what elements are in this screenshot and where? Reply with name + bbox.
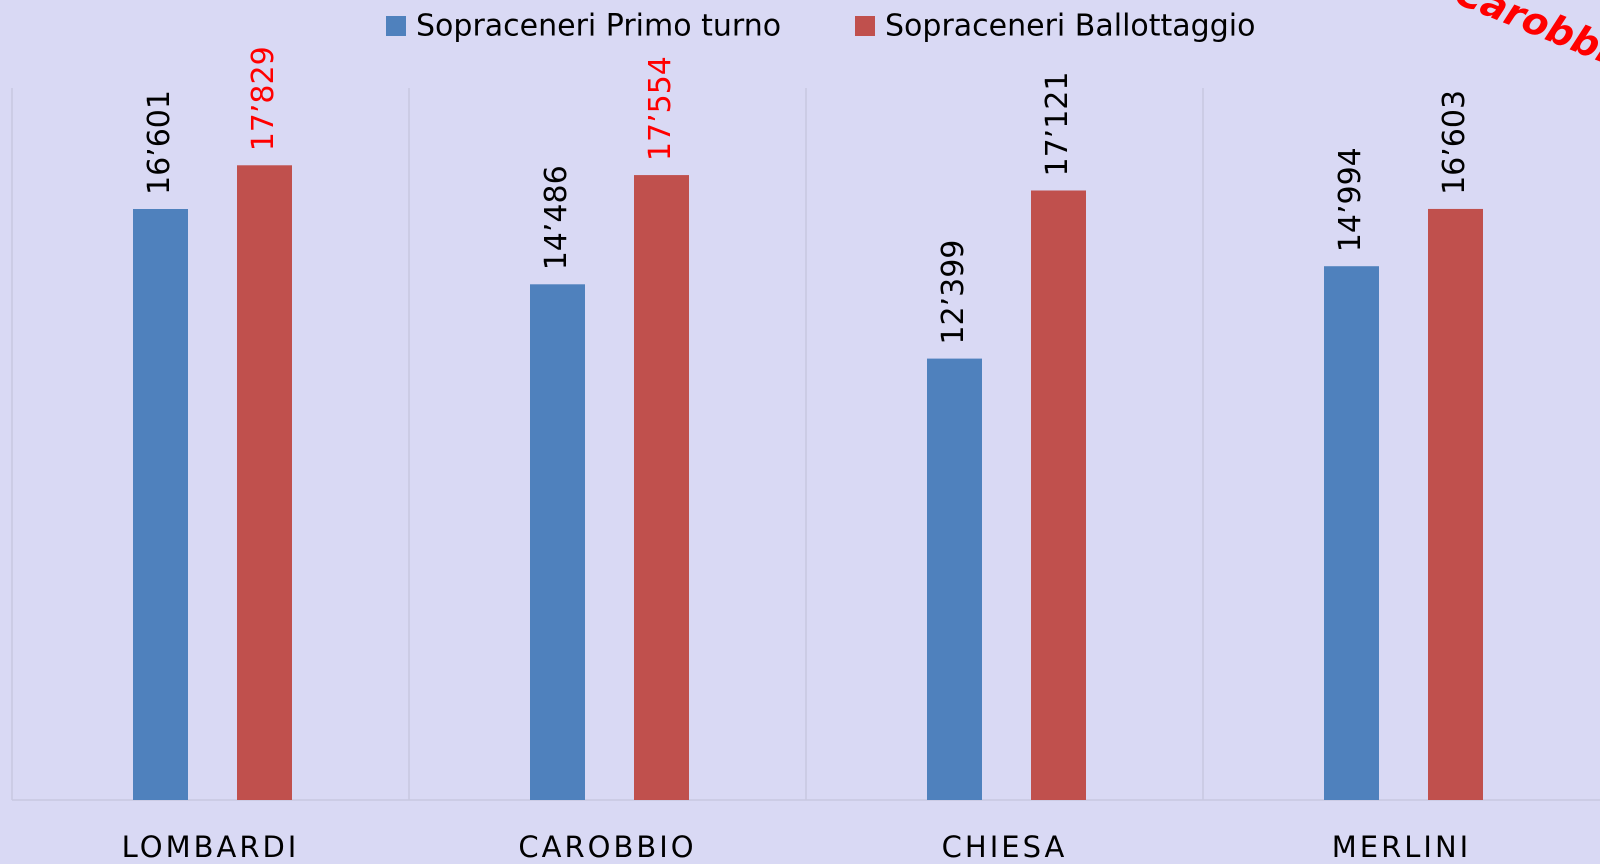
legend-label: Sopraceneri Ballottaggio [885,9,1255,44]
value-label: 14’994 [1333,147,1368,252]
value-label: 16’601 [142,90,177,195]
bar [634,175,689,800]
x-tick-label: CHIESA [942,830,1068,864]
legend-label: Sopraceneri Primo turno [416,9,781,44]
value-label: 16’603 [1437,90,1472,195]
value-label: 17’829 [246,46,281,151]
value-label: 14’486 [539,165,574,270]
bar [237,165,292,800]
bar [530,284,585,800]
bar [1031,190,1086,800]
x-tick-label: MERLINI [1332,830,1471,864]
x-tick-label: LOMBARDI [122,830,300,864]
bar [1428,208,1483,800]
x-tick-label: CAROBBIO [518,830,696,864]
legend-swatch [855,16,875,36]
value-label: 12’399 [936,240,971,345]
bar [133,209,188,800]
bar [927,358,982,800]
value-label: 17’121 [1040,72,1075,177]
bar [1324,266,1379,800]
legend-swatch [386,16,406,36]
value-label: 17’554 [643,56,678,161]
